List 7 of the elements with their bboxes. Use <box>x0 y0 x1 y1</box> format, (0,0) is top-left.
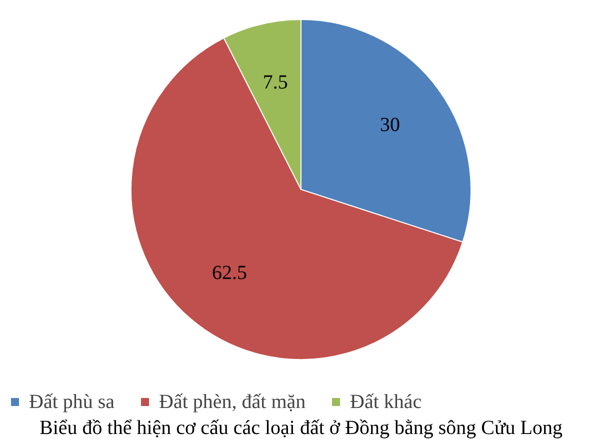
data-label: 30 <box>380 114 400 136</box>
text: Biểu đồ thể hiện cơ cấu các loại đất ở Đồng bằng sông Cửu Long <box>40 417 562 439</box>
legend-label: Đất khác <box>350 391 422 413</box>
legend-label: Đất phù sa <box>29 391 115 413</box>
legend-label: Đất phèn, đất mặn <box>159 391 306 413</box>
data-label: 62.5 <box>212 262 248 284</box>
data-label: 7.5 <box>262 72 288 94</box>
